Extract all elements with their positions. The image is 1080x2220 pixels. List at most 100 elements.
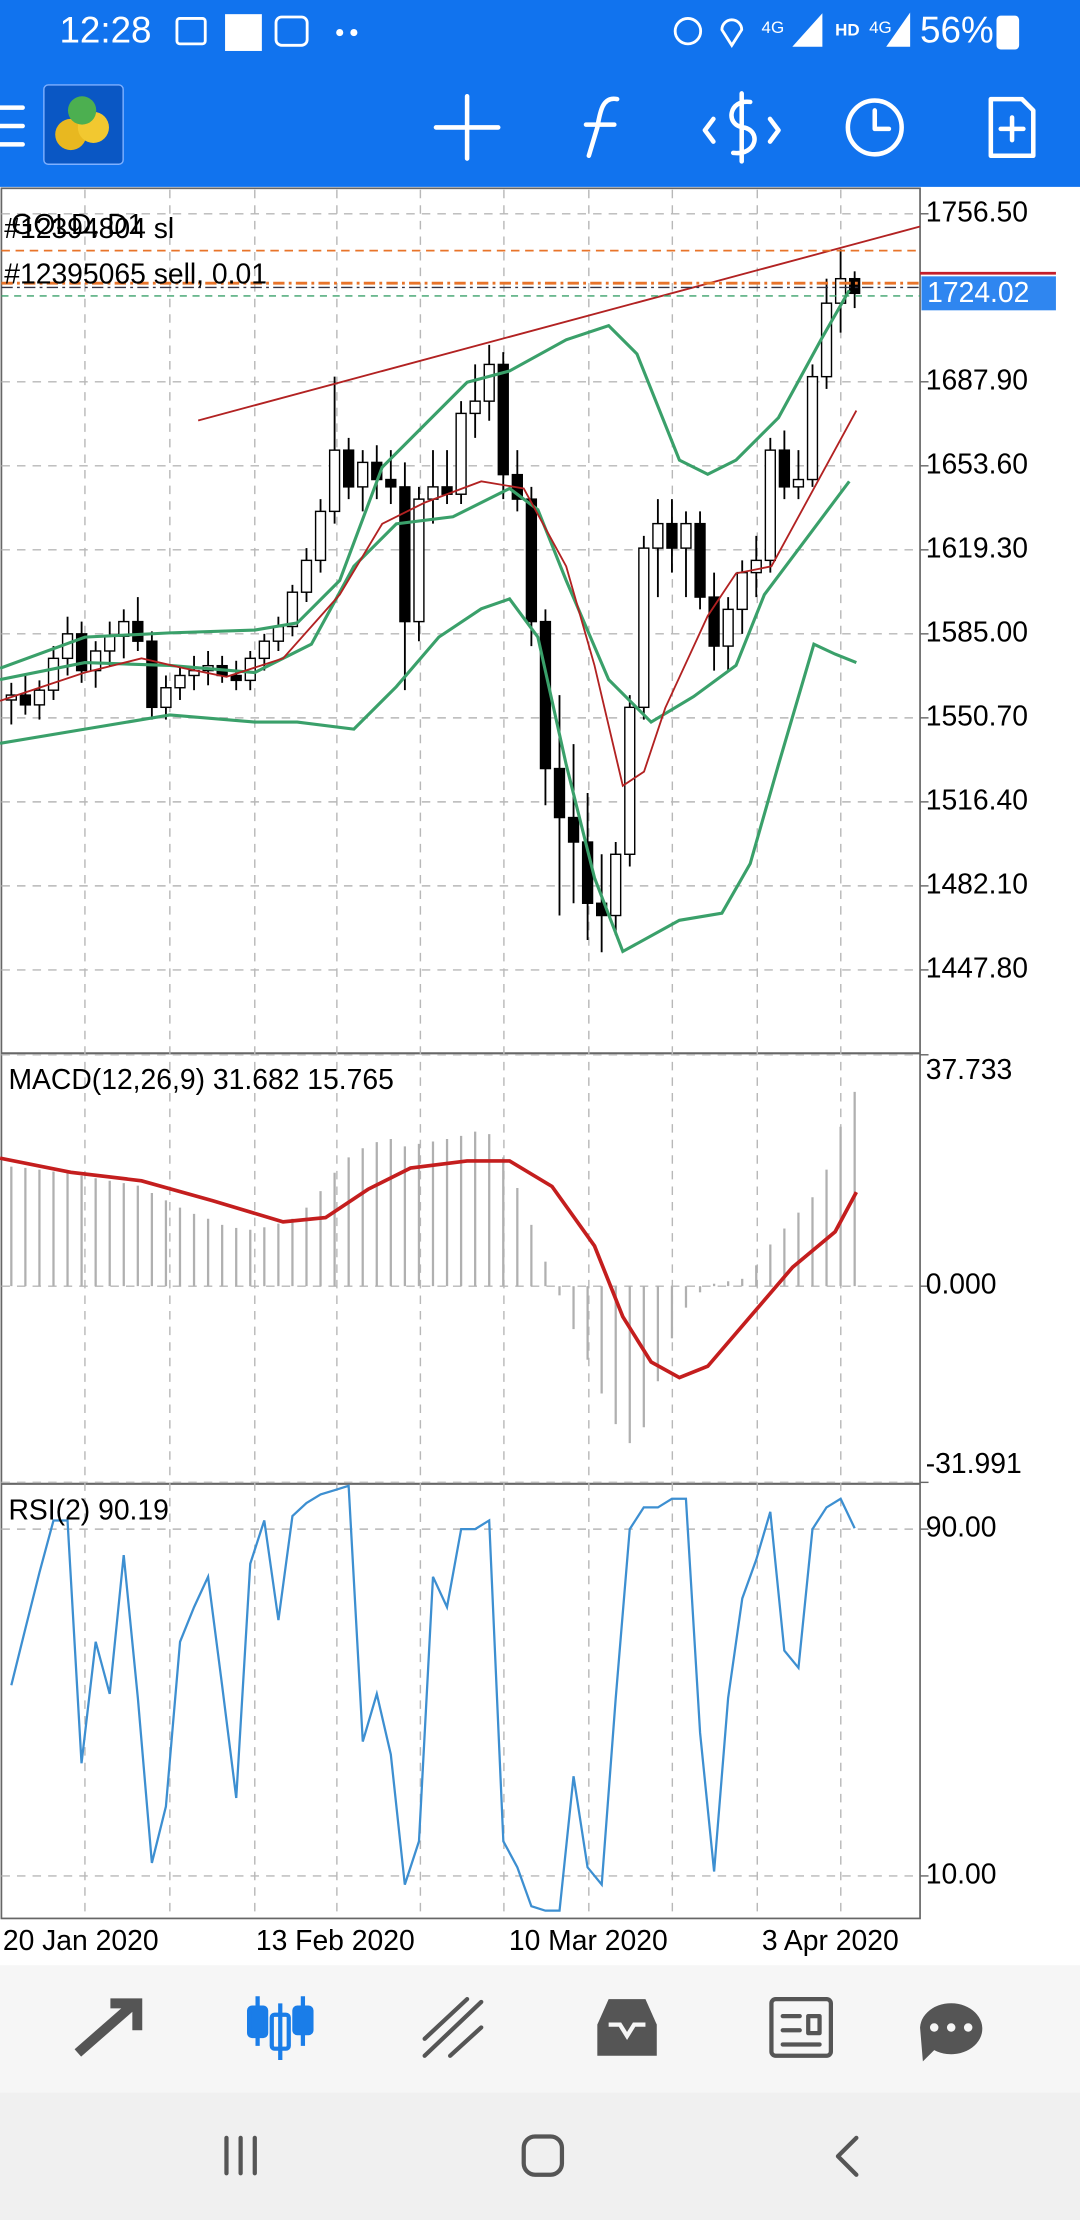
candle-body <box>820 302 833 378</box>
menu-button[interactable] <box>0 105 25 147</box>
x-tick-label: 13 Feb 2020 <box>256 1924 415 1956</box>
macd-signal <box>0 1156 858 1380</box>
x-tick-label: 10 Mar 2020 <box>509 1924 668 1956</box>
x-tick-label: 3 Apr 2020 <box>762 1924 899 1956</box>
moving-average <box>0 410 858 788</box>
symbol: GOLD, D1 <box>11 208 143 240</box>
candle-body <box>708 596 720 647</box>
trade-tab[interactable] <box>422 1997 484 2058</box>
y-tick-label: 1619.30 <box>926 531 1028 563</box>
candle-body <box>272 625 285 642</box>
y-tick-label: 1516.40 <box>926 783 1028 815</box>
last-price: 1724.02 <box>927 276 1029 308</box>
candle-body <box>160 687 172 709</box>
candle-body <box>132 620 144 642</box>
candle-body <box>638 547 650 709</box>
order-lines <box>1 249 1056 297</box>
back-button[interactable] <box>835 2135 859 2177</box>
candle-body <box>848 277 861 295</box>
recents-button[interactable] <box>224 2135 257 2176</box>
candle-body <box>342 449 355 488</box>
y-tick-label: 0.000 <box>926 1268 997 1300</box>
candle-body <box>694 522 706 598</box>
y-tick-label: 1550.70 <box>926 699 1028 731</box>
candle-body <box>722 608 734 647</box>
candle-body <box>357 461 369 488</box>
y-tick-label: 10.00 <box>926 1857 997 1889</box>
candle-body <box>736 571 748 611</box>
crosshair-button[interactable] <box>433 94 501 161</box>
candle-body <box>146 640 158 709</box>
candle-body <box>258 640 270 660</box>
candle-body <box>666 522 678 549</box>
candle-body <box>567 816 580 843</box>
new-order-button[interactable] <box>988 96 1036 159</box>
indicators-button[interactable] <box>583 96 620 159</box>
candle-body <box>539 620 552 770</box>
y-tick-label: -31.991 <box>926 1447 1022 1479</box>
news-tab[interactable] <box>769 1997 834 2058</box>
candle-body <box>19 694 32 706</box>
y-tick-label: 1756.50 <box>926 195 1028 227</box>
candle-body <box>750 559 762 574</box>
candle-body <box>652 522 664 549</box>
history-tab[interactable] <box>597 1999 657 2056</box>
candle-body <box>497 363 509 476</box>
y-tick-label: 1447.80 <box>926 951 1028 983</box>
y-tick-label: 1653.60 <box>926 447 1028 479</box>
chart-tab[interactable] <box>246 1996 314 2061</box>
status-icons <box>175 12 1020 51</box>
vertical-grid <box>84 189 842 1919</box>
candle-body <box>469 400 481 415</box>
candle-body <box>300 559 313 593</box>
price-tag <box>921 276 1056 311</box>
candle-body <box>778 449 791 488</box>
network-2: 4G <box>869 18 892 37</box>
chat-tab[interactable] <box>920 2003 983 2062</box>
candle-body <box>286 591 299 628</box>
quotes-tab[interactable] <box>74 1998 143 2057</box>
candle-body <box>47 657 60 691</box>
trend-line <box>197 225 921 422</box>
order-label: #12395065 sell, 0.01 <box>4 258 267 290</box>
rsi-line <box>10 1484 856 1912</box>
macd-title: MACD(12,26,9) 31.682 15.765 <box>8 1063 393 1095</box>
bollinger-lower <box>0 597 857 954</box>
bollinger-upper <box>0 289 851 670</box>
x-tick-label: 20 Jan 2020 <box>3 1924 159 1956</box>
order-label: #12394804 sl <box>4 212 174 244</box>
battery: 56% <box>920 9 994 50</box>
candle-body <box>104 635 116 652</box>
y-tick-label: 1687.90 <box>926 363 1028 395</box>
candle-body <box>174 674 186 689</box>
candle-body <box>610 853 622 917</box>
candle-body <box>680 522 692 549</box>
candle-body <box>33 689 46 706</box>
candle-body <box>230 674 242 682</box>
hd: HD <box>835 21 860 40</box>
bottom-nav <box>0 1965 1080 2093</box>
app-logo[interactable] <box>43 84 124 165</box>
y-tick-label: 90.00 <box>926 1511 997 1543</box>
candle-body <box>764 449 776 562</box>
trade-button[interactable] <box>702 91 781 164</box>
top-bar <box>0 0 1080 187</box>
candle-body <box>413 498 425 623</box>
system-nav <box>0 2092 1080 2220</box>
network: 4G <box>762 18 785 37</box>
candle-body <box>328 449 341 513</box>
home-button[interactable] <box>521 2134 565 2177</box>
candle-body <box>525 498 538 623</box>
candle-body <box>806 375 819 481</box>
candle-body <box>89 650 102 672</box>
period-button[interactable] <box>845 98 904 157</box>
clock: 12:28 <box>59 9 151 50</box>
candle-body <box>792 478 805 488</box>
candle-body <box>553 767 566 819</box>
candle-body <box>385 478 397 488</box>
y-tick-label: 1482.10 <box>926 867 1028 899</box>
candle-body <box>455 412 467 495</box>
